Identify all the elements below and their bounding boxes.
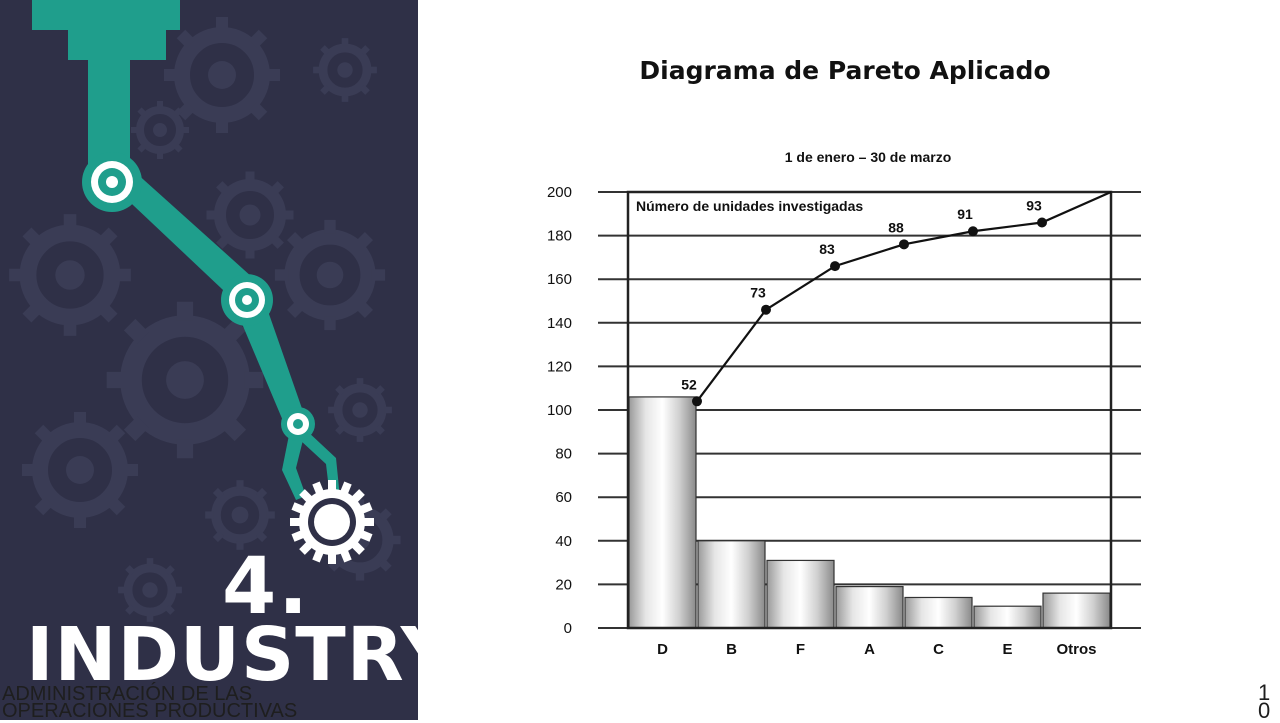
x-tick-label: D [657, 641, 668, 658]
cumulative-label: 73 [750, 285, 766, 301]
chart-title: 1 de enero – 30 de marzo [785, 149, 952, 165]
cumulative-label: 83 [819, 241, 835, 257]
x-tick-label: E [1002, 641, 1012, 658]
y-tick-label: 200 [547, 184, 572, 201]
y-tick-label: 160 [547, 271, 572, 288]
bar [835, 585, 904, 629]
cumulative-label: 52 [681, 376, 697, 392]
y-tick-label: 0 [564, 620, 572, 637]
plot-frame [626, 190, 1113, 630]
y-tick-label: 180 [547, 228, 572, 245]
y-tick-label: 40 [555, 533, 572, 550]
bar [697, 540, 766, 629]
bar [1042, 592, 1111, 629]
cumulative-point [692, 396, 702, 407]
cumulative-point [968, 226, 978, 237]
robot-arm-illustration [0, 0, 418, 720]
x-tick-label: B [726, 641, 737, 658]
cumulative-label: 88 [888, 219, 904, 235]
cumulative-point [761, 304, 771, 315]
y-tick-label: 80 [555, 446, 572, 463]
y-tick-label: 20 [555, 576, 572, 593]
y-tick-label: 120 [547, 358, 572, 375]
footer-text: ADMINISTRACIÓN DE LAS OPERACIONES PRODUC… [2, 683, 298, 722]
cumulative-point [899, 239, 909, 250]
section-number: 4. [222, 542, 310, 632]
x-tick-label: F [796, 641, 805, 658]
y-tick-label: 140 [547, 315, 572, 332]
pareto-chart: 1 de enero – 30 de marzo Número de unida… [547, 149, 1141, 658]
cumulative-label: 91 [957, 206, 973, 222]
bar [628, 396, 697, 629]
cumulative-label: 93 [1026, 198, 1042, 214]
y-tick-label: 100 [547, 402, 572, 419]
held-gear-icon [290, 480, 374, 564]
x-tick-label: A [864, 641, 875, 658]
robot-arm-icon [32, 0, 340, 500]
page-number: 10 [1258, 680, 1271, 723]
x-tick-label: Otros [1056, 641, 1096, 658]
inner-label: Número de unidades investigadas [636, 198, 863, 214]
bar [766, 559, 835, 629]
section-title: INDUSTRY [26, 612, 418, 698]
cumulative-point [1037, 217, 1047, 228]
bar [973, 605, 1042, 629]
y-tick-label: 60 [555, 489, 572, 506]
decorative-panel: 4. INDUSTRY [0, 0, 418, 720]
bar [904, 596, 973, 629]
slide-title: Diagrama de Pareto Aplicado [639, 56, 1051, 85]
cumulative-point [830, 261, 840, 272]
x-tick-label: C [933, 641, 944, 658]
